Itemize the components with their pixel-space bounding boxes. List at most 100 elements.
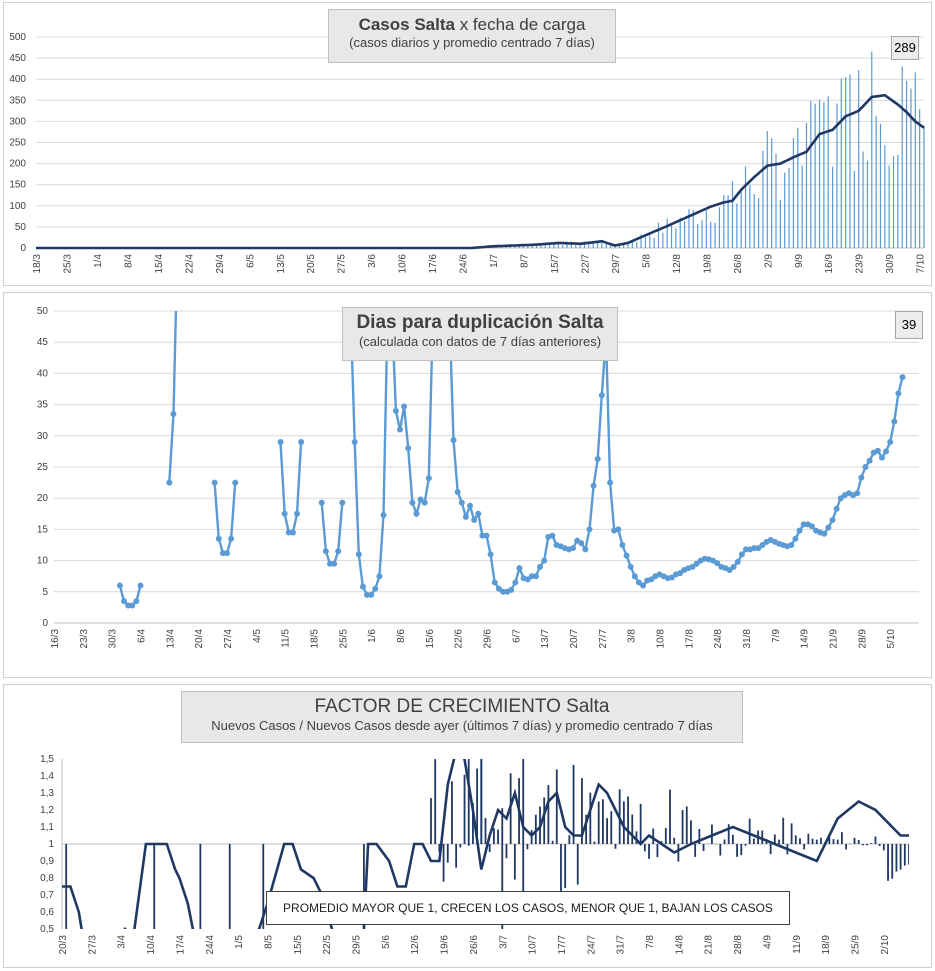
daily-bar [701, 219, 703, 248]
data-point [495, 585, 502, 592]
data-point [788, 542, 795, 548]
y-tick-label: 200 [9, 159, 26, 170]
data-point [883, 448, 890, 455]
data-point [619, 542, 626, 548]
factor-bar [467, 759, 470, 844]
chart-duplicacion-panel: 0 5 10 15 20 25 30 35 40 45 50 16/3 23/3 30/3 6/4 13/4 2… [3, 292, 932, 678]
data-point [858, 474, 865, 481]
factor-bar [870, 843, 873, 844]
factor-bar [685, 806, 688, 844]
data-point [524, 576, 531, 583]
x-tick-label: 6/7 [511, 629, 522, 643]
daily-bar [609, 245, 612, 248]
data-point [425, 475, 432, 482]
daily-bar [714, 222, 716, 248]
daily-bar [831, 166, 834, 248]
x-tick-label: 8/7 [520, 254, 531, 268]
factor-bar [522, 844, 525, 892]
daily-bar [588, 244, 590, 248]
x-tick-label: 27/5 [337, 254, 348, 274]
factor-bar [543, 797, 546, 844]
x-tick-label: 24/8 [713, 629, 724, 649]
factor-bar [723, 839, 726, 844]
daily-bar [823, 102, 825, 248]
x-tick-label: 18/9 [821, 935, 832, 955]
x-tick-label: 21/8 [704, 935, 715, 955]
factor-bar [438, 844, 441, 853]
factor-bar [803, 844, 806, 850]
x-tick-label: 27/4 [223, 629, 234, 649]
chart-casos-last-value-badge: 289 [891, 36, 919, 60]
chart-factor-plot: 0,5 0,6 0,7 0,8 0,9 1 1,1 1,2 1,3 1,4 1,5 20/3 27/3 3… [40, 754, 909, 955]
daily-bar [862, 151, 864, 248]
x-tick-label: 3/4 [117, 935, 128, 949]
daily-bar [618, 244, 620, 248]
daily-bar [736, 203, 738, 248]
data-point [800, 521, 807, 528]
factor-bar [547, 785, 550, 844]
daily-bar [666, 218, 668, 248]
data-point [590, 482, 597, 489]
data-point [734, 558, 741, 565]
data-point [285, 529, 292, 536]
x-tick-label: 1/7 [489, 254, 500, 268]
x-tick-label: 16/9 [824, 254, 835, 274]
x-tick-label: 25/3 [62, 254, 73, 274]
factor-bar [681, 810, 684, 844]
x-tick-label: 26/6 [469, 935, 480, 955]
data-point [454, 488, 461, 495]
factor-bar [648, 844, 650, 859]
data-point [726, 566, 733, 573]
factor-bar [643, 844, 646, 852]
x-tick-label: 10/6 [398, 254, 409, 274]
x-tick-label: 8/4 [123, 254, 134, 268]
factor-bar [899, 844, 902, 870]
data-point [405, 445, 412, 452]
daily-bar [697, 224, 699, 248]
data-point [364, 591, 371, 598]
x-tick-label: 29/6 [483, 629, 494, 649]
data-point [121, 598, 128, 605]
x-tick-label: 7/9 [771, 629, 782, 643]
daily-bar [718, 207, 721, 248]
data-point [586, 526, 593, 533]
x-tick-label: 5/8 [641, 254, 652, 268]
factor-bar [719, 844, 722, 856]
data-point [211, 479, 218, 486]
data-point [417, 496, 424, 503]
y-tick-label: 100 [9, 201, 26, 212]
x-tick-label: 1/6 [367, 629, 378, 643]
chart-factor-title: FACTOR DE CRECIMIENTO [314, 696, 561, 717]
y-tick-label: 40 [37, 368, 49, 379]
factor-bar [677, 844, 680, 862]
x-tick-label: 17/4 [175, 935, 186, 955]
data-point [228, 535, 235, 542]
factor-bar [589, 792, 592, 844]
factor-bar [828, 836, 831, 844]
data-point [570, 545, 576, 552]
data-point [730, 563, 737, 570]
y-tick-label: 1,3 [40, 788, 54, 799]
x-tick-label: 28/9 [857, 629, 868, 649]
daily-bar [753, 193, 755, 248]
daily-bar [762, 150, 764, 248]
data-point [598, 392, 605, 399]
data-point [808, 523, 815, 530]
factor-bar [497, 829, 499, 844]
data-point [825, 524, 832, 531]
daily-bar [688, 208, 690, 248]
x-tick-label: 25/5 [338, 629, 349, 649]
x-tick-label: 4/5 [252, 629, 263, 643]
factor-bar [836, 839, 839, 844]
factor-bar [228, 844, 231, 929]
factor-bar [748, 818, 751, 844]
y-tick-label: 350 [9, 95, 26, 106]
x-tick-label: 13/7 [540, 629, 551, 649]
y-tick-label: 0,5 [40, 924, 54, 935]
data-point [623, 552, 630, 559]
daily-bar [897, 155, 899, 248]
factor-bar [581, 778, 583, 844]
factor-bar [744, 844, 747, 846]
chart-duplicacion-last-value-badge: 39 [895, 311, 923, 339]
data-point [743, 546, 749, 553]
